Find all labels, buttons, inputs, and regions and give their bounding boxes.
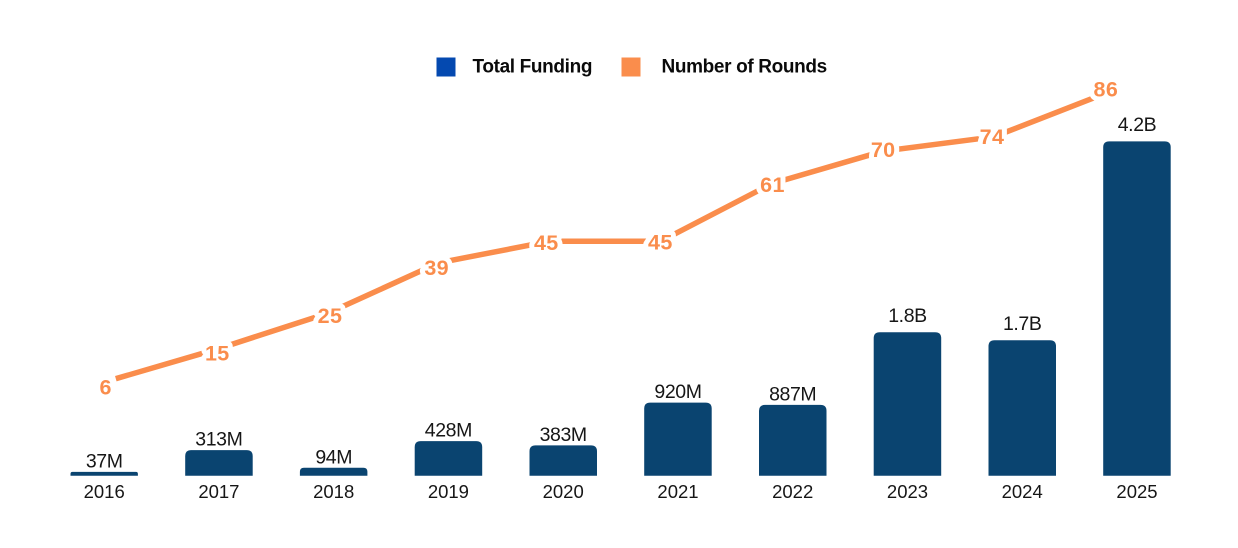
svg-text:383M: 383M [540, 424, 587, 446]
svg-text:74: 74 [980, 125, 1005, 149]
svg-text:313M: 313M [195, 429, 242, 451]
svg-text:887M: 887M [769, 383, 816, 405]
svg-text:1.7B: 1.7B [1003, 313, 1042, 335]
svg-text:920M: 920M [654, 381, 701, 403]
svg-text:2021: 2021 [657, 481, 698, 502]
svg-text:86: 86 [1094, 78, 1119, 102]
svg-text:2024: 2024 [1002, 481, 1043, 502]
svg-text:1.8B: 1.8B [888, 305, 927, 327]
svg-text:2017: 2017 [198, 481, 239, 502]
svg-text:15: 15 [205, 342, 230, 366]
svg-text:61: 61 [760, 173, 785, 197]
svg-text:2020: 2020 [543, 481, 584, 502]
svg-text:25: 25 [318, 304, 343, 328]
svg-text:2022: 2022 [772, 481, 813, 502]
svg-text:4.2B: 4.2B [1118, 114, 1157, 136]
svg-text:94M: 94M [315, 446, 352, 468]
svg-text:39: 39 [424, 256, 449, 280]
svg-text:45: 45 [534, 231, 559, 255]
svg-text:37M: 37M [86, 450, 123, 472]
svg-text:6: 6 [100, 376, 112, 400]
svg-text:428M: 428M [425, 420, 472, 442]
svg-text:70: 70 [871, 138, 896, 162]
svg-text:2018: 2018 [313, 481, 354, 502]
svg-text:2019: 2019 [428, 481, 469, 502]
svg-text:2023: 2023 [887, 481, 928, 502]
svg-text:45: 45 [648, 230, 673, 254]
svg-text:2016: 2016 [84, 481, 125, 502]
svg-text:Total Funding: Total Funding [473, 57, 593, 78]
svg-text:2025: 2025 [1116, 481, 1157, 502]
svg-text:Number of Rounds: Number of Rounds [662, 57, 827, 78]
